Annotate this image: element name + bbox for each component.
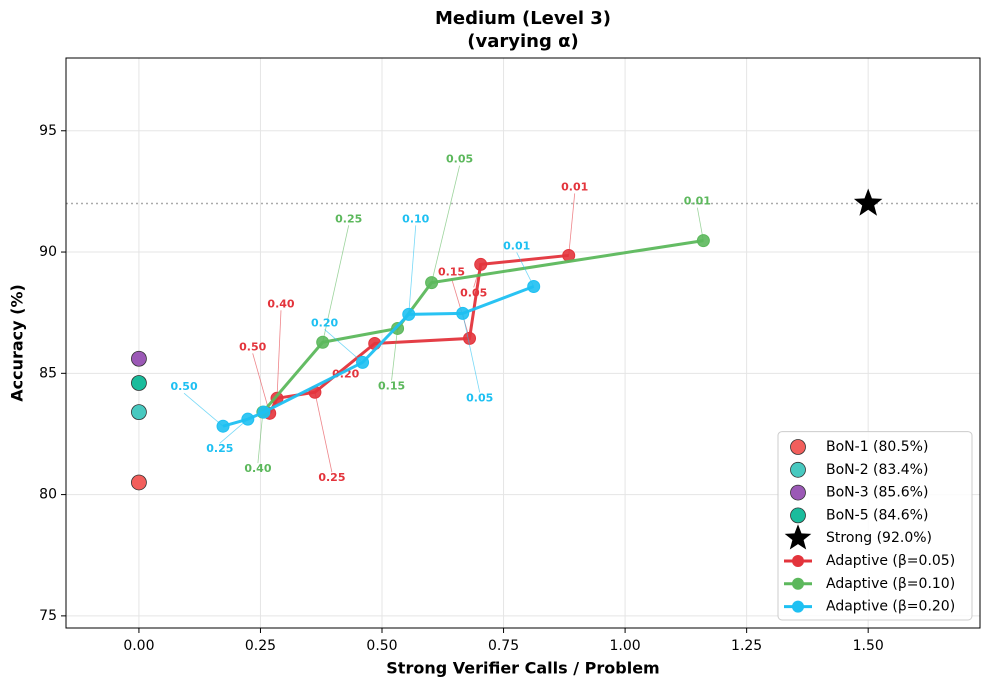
leader-line (183, 392, 224, 427)
point-label: 0.25 (206, 442, 233, 455)
point-label: 0.15 (378, 379, 405, 392)
legend-label: Adaptive (β=0.05) (826, 553, 955, 569)
y-tick-label: 75 (39, 608, 57, 624)
legend-marker (792, 600, 804, 613)
chart-title: Medium (Level 3) (435, 8, 611, 29)
point-label: 0.20 (332, 367, 359, 380)
point-label: 0.25 (318, 471, 345, 484)
point-label: 0.01 (503, 239, 530, 252)
legend-marker (790, 484, 806, 501)
legend-marker (792, 577, 804, 590)
point-label: 0.25 (335, 212, 362, 225)
x-tick-label: 1.50 (853, 638, 884, 654)
legend-box (777, 431, 973, 621)
leader-line (462, 313, 481, 393)
point-label: 0.01 (684, 195, 711, 208)
point-label: 0.20 (311, 316, 338, 329)
x-tick-label: 0.25 (245, 638, 276, 654)
point-marker (131, 375, 147, 391)
legend-label: BoN-1 (80.5%) (826, 439, 928, 455)
leader-line (322, 225, 350, 343)
leader-line (391, 328, 398, 381)
point-label: 0.05 (446, 153, 473, 166)
point-label: 0.15 (438, 265, 465, 278)
point-marker (131, 404, 147, 421)
point-label: 0.05 (460, 286, 487, 299)
legend-marker (790, 439, 806, 455)
legend-label: BoN-2 (83.4%) (826, 462, 928, 478)
leader-line (219, 418, 249, 444)
x-tick-label: 0.75 (488, 638, 519, 654)
leader-line (568, 193, 576, 256)
legend-marker (792, 555, 804, 567)
y-tick-label: 80 (39, 487, 57, 503)
leader-line (431, 165, 460, 283)
legend-marker (790, 507, 806, 524)
point-label: 0.05 (466, 391, 493, 404)
x-tick-label: 1.00 (610, 638, 641, 654)
point-label: 0.50 (170, 380, 197, 393)
point-marker (257, 405, 271, 419)
plot-frame (65, 57, 981, 629)
legend-label: BoN-5 (84.6%) (826, 507, 928, 523)
point-label: 0.10 (402, 212, 429, 225)
y-tick-label: 95 (39, 123, 57, 139)
legend-label: Strong (92.0%) (826, 530, 932, 546)
leader-line (408, 225, 417, 315)
x-tick-label: 0.50 (366, 638, 397, 654)
legend-label: Adaptive (β=0.10) (826, 576, 955, 592)
legend-marker (790, 461, 806, 478)
legend-label: BoN-3 (85.6%) (826, 485, 928, 501)
leader-line (516, 252, 535, 287)
point-label: 0.50 (239, 340, 266, 353)
point-marker (131, 474, 147, 491)
x-axis-label: Strong Verifier Calls / Problem (386, 659, 659, 678)
x-tick-label: 1.25 (731, 638, 762, 654)
leader-line (257, 412, 264, 464)
leader-line (345, 343, 375, 369)
leader-line (314, 392, 333, 473)
y-tick-label: 85 (39, 365, 57, 381)
y-tick-label: 90 (39, 244, 57, 260)
point-label: 0.40 (267, 297, 294, 310)
leader-line (252, 353, 271, 414)
point-marker (131, 350, 147, 367)
y-axis-label: Accuracy (%) (8, 284, 27, 402)
leader-line (324, 329, 363, 363)
legend-marker (784, 524, 812, 550)
legend-label: Adaptive (β=0.20) (826, 599, 955, 615)
leader-line (696, 207, 704, 241)
point-marker (853, 188, 883, 216)
point-label: 0.01 (561, 180, 588, 193)
x-tick-label: 0.00 (123, 638, 154, 654)
chart-subtitle: (varying α) (467, 31, 578, 52)
point-label: 0.40 (244, 462, 271, 475)
leader-line (276, 310, 282, 399)
